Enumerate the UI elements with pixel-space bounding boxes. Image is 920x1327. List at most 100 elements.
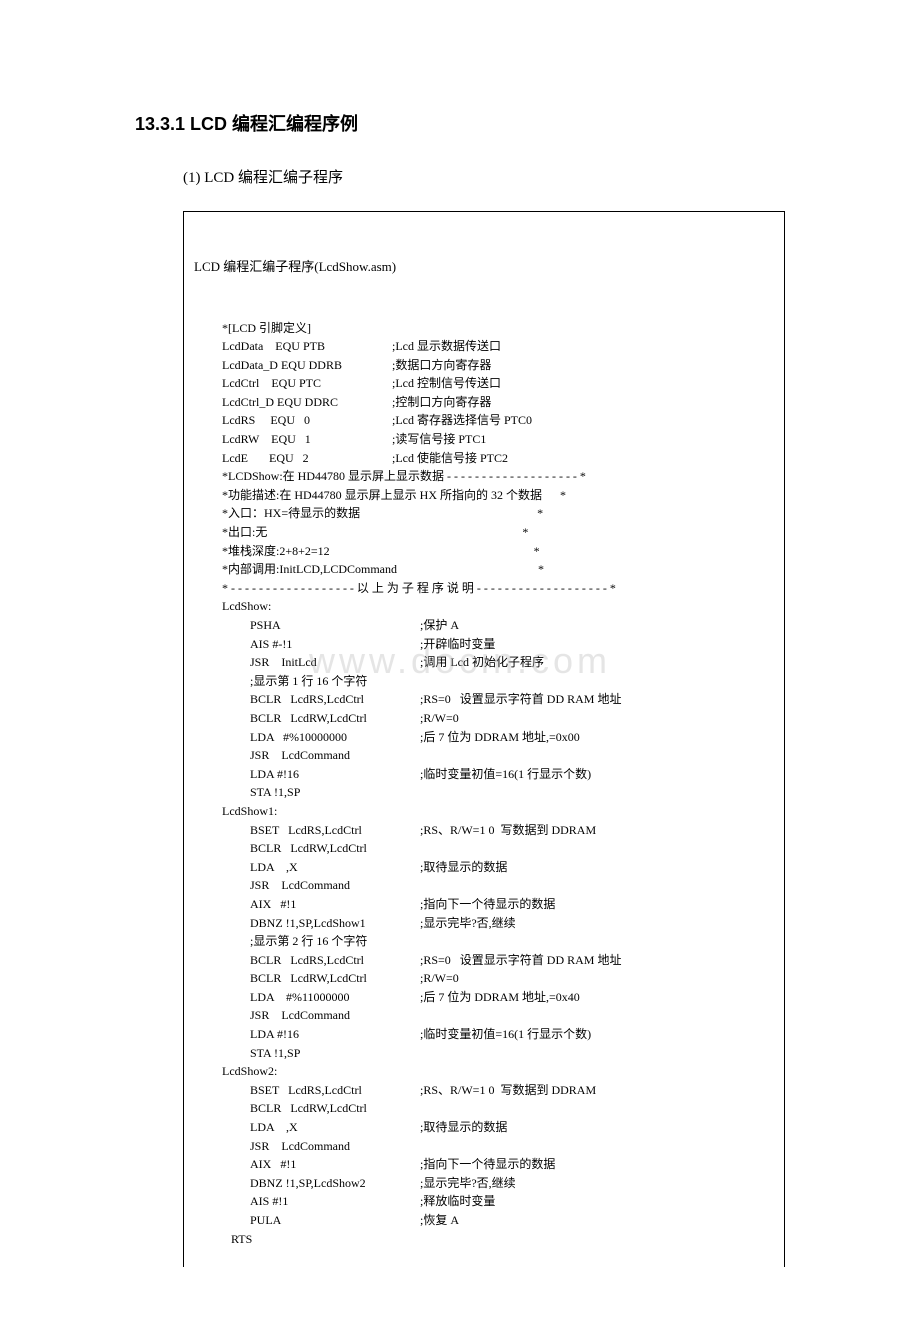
code-comment: ;临时变量初值=16(1 行显示个数) — [420, 1027, 591, 1041]
code-line: *内部调用:InitLCD,LCDCommand * — [194, 560, 774, 579]
code-comment: ;R/W=0 — [420, 711, 459, 725]
code-line: PULA;恢复 A — [194, 1211, 774, 1230]
code-line: ;显示第 1 行 16 个字符 — [194, 672, 774, 691]
code-instruction: LcdRW EQU 1 — [222, 430, 392, 449]
section-title: 13.3.1 LCD 编程汇编程序例 — [135, 110, 785, 136]
code-instruction: *[LCD 引脚定义] — [222, 319, 392, 338]
code-instruction: DBNZ !1,SP,LcdShow2 — [250, 1174, 420, 1193]
code-file-title: LCD 编程汇编子程序(LcdShow.asm) — [194, 257, 774, 277]
code-line: JSR LcdCommand — [194, 1137, 774, 1156]
code-line: LcdCtrl_D EQU DDRC;控制口方向寄存器 — [194, 393, 774, 412]
code-comment: ;显示完毕?否,继续 — [420, 916, 516, 930]
code-instruction: BCLR LcdRW,LcdCtrl — [250, 709, 420, 728]
code-instruction: AIS #-!1 — [250, 635, 420, 654]
code-line: BCLR LcdRS,LcdCtrl;RS=0 设置显示字符首 DD RAM 地… — [194, 951, 774, 970]
code-instruction: BCLR LcdRS,LcdCtrl — [250, 951, 420, 970]
code-instruction: DBNZ !1,SP,LcdShow1 — [250, 914, 420, 933]
code-line: *[LCD 引脚定义] — [194, 319, 774, 338]
code-line: *堆栈深度:2+8+2=12 * — [194, 542, 774, 561]
code-line: LDA ,X;取待显示的数据 — [194, 858, 774, 877]
code-line: ;显示第 2 行 16 个字符 — [194, 932, 774, 951]
code-line: *功能描述:在 HD44780 显示屏上显示 HX 所指向的 32 个数据 * — [194, 486, 774, 505]
code-box: LCD 编程汇编子程序(LcdShow.asm) *[LCD 引脚定义]LcdD… — [183, 211, 785, 1267]
code-instruction: LcdData_D EQU DDRB — [222, 356, 392, 375]
code-line: LcdRW EQU 1;读写信号接 PTC1 — [194, 430, 774, 449]
code-instruction: AIS #!1 — [250, 1192, 420, 1211]
code-line: BSET LcdRS,LcdCtrl;RS、R/W=1 0 写数据到 DDRAM — [194, 821, 774, 840]
code-line: LcdShow: — [194, 597, 774, 616]
code-line: BCLR LcdRS,LcdCtrl;RS=0 设置显示字符首 DD RAM 地… — [194, 690, 774, 709]
code-instruction: LDA #!16 — [250, 765, 420, 784]
code-instruction: AIX #!1 — [250, 1155, 420, 1174]
code-instruction: LcdRS EQU 0 — [222, 411, 392, 430]
code-line: LDA #%11000000;后 7 位为 DDRAM 地址,=0x40 — [194, 988, 774, 1007]
code-line: BCLR LcdRW,LcdCtrl — [194, 839, 774, 858]
code-instruction: LcdE EQU 2 — [222, 449, 392, 468]
code-comment: ;后 7 位为 DDRAM 地址,=0x00 — [420, 730, 580, 744]
code-comment: ;Lcd 控制信号传送口 — [392, 376, 501, 390]
code-listing: *[LCD 引脚定义]LcdData EQU PTB;Lcd 显示数据传送口Lc… — [194, 319, 774, 1249]
code-instruction: LDA ,X — [250, 858, 420, 877]
code-comment: ;Lcd 使能信号接 PTC2 — [392, 451, 508, 465]
code-comment: ;调用 Lcd 初始化子程序 — [420, 655, 544, 669]
code-line: LcdE EQU 2;Lcd 使能信号接 PTC2 — [194, 449, 774, 468]
code-line: PSHA;保护 A — [194, 616, 774, 635]
code-line: RTS — [194, 1230, 774, 1249]
code-instruction: PULA — [250, 1211, 420, 1230]
code-instruction: AIX #!1 — [250, 895, 420, 914]
code-line: JSR LcdCommand — [194, 746, 774, 765]
code-line: LDA #%10000000;后 7 位为 DDRAM 地址,=0x00 — [194, 728, 774, 747]
code-line: JSR InitLcd;调用 Lcd 初始化子程序 — [194, 653, 774, 672]
code-instruction: LcdCtrl EQU PTC — [222, 374, 392, 393]
code-line: *LCDShow:在 HD44780 显示屏上显示数据 - - - - - - … — [194, 467, 774, 486]
code-line: LDA #!16;临时变量初值=16(1 行显示个数) — [194, 765, 774, 784]
code-instruction: LDA #%11000000 — [250, 988, 420, 1007]
code-line: BCLR LcdRW,LcdCtrl;R/W=0 — [194, 709, 774, 728]
code-line: STA !1,SP — [194, 1044, 774, 1063]
code-instruction: BCLR LcdRS,LcdCtrl — [250, 690, 420, 709]
code-comment: ;RS=0 设置显示字符首 DD RAM 地址 — [420, 953, 621, 967]
code-comment: ;释放临时变量 — [420, 1194, 495, 1208]
code-comment: ;取待显示的数据 — [420, 1120, 507, 1134]
code-line: AIX #!1;指向下一个待显示的数据 — [194, 1155, 774, 1174]
code-line: BCLR LcdRW,LcdCtrl — [194, 1099, 774, 1118]
code-line: AIX #!1;指向下一个待显示的数据 — [194, 895, 774, 914]
code-comment: ;指向下一个待显示的数据 — [420, 897, 555, 911]
code-line: LcdCtrl EQU PTC;Lcd 控制信号传送口 — [194, 374, 774, 393]
code-instruction: LDA #%10000000 — [250, 728, 420, 747]
code-comment: ;RS、R/W=1 0 写数据到 DDRAM — [420, 823, 596, 837]
code-instruction: PSHA — [250, 616, 420, 635]
code-line: LcdRS EQU 0;Lcd 寄存器选择信号 PTC0 — [194, 411, 774, 430]
code-line: DBNZ !1,SP,LcdShow2;显示完毕?否,继续 — [194, 1174, 774, 1193]
code-line: BSET LcdRS,LcdCtrl;RS、R/W=1 0 写数据到 DDRAM — [194, 1081, 774, 1100]
code-line: DBNZ !1,SP,LcdShow1;显示完毕?否,继续 — [194, 914, 774, 933]
code-line: JSR LcdCommand — [194, 876, 774, 895]
code-line: LcdData EQU PTB;Lcd 显示数据传送口 — [194, 337, 774, 356]
code-line: LDA #!16;临时变量初值=16(1 行显示个数) — [194, 1025, 774, 1044]
code-line: JSR LcdCommand — [194, 1006, 774, 1025]
code-line: AIS #-!1;开辟临时变量 — [194, 635, 774, 654]
code-instruction: BSET LcdRS,LcdCtrl — [250, 1081, 420, 1100]
code-line: LDA ,X;取待显示的数据 — [194, 1118, 774, 1137]
code-line: *入口：HX=待显示的数据 * — [194, 504, 774, 523]
code-comment: ;数据口方向寄存器 — [392, 358, 491, 372]
code-comment: ;Lcd 显示数据传送口 — [392, 339, 501, 353]
code-comment: ;临时变量初值=16(1 行显示个数) — [420, 767, 591, 781]
code-instruction: BCLR LcdRW,LcdCtrl — [250, 969, 420, 988]
code-comment: ;控制口方向寄存器 — [392, 395, 491, 409]
code-comment: ;R/W=0 — [420, 971, 459, 985]
code-comment: ;取待显示的数据 — [420, 860, 507, 874]
code-comment: ;指向下一个待显示的数据 — [420, 1157, 555, 1171]
code-line: STA !1,SP — [194, 783, 774, 802]
code-comment: ;后 7 位为 DDRAM 地址,=0x40 — [420, 990, 580, 1004]
code-comment: ;保护 A — [420, 618, 459, 632]
code-instruction: LcdData EQU PTB — [222, 337, 392, 356]
code-comment: ;RS、R/W=1 0 写数据到 DDRAM — [420, 1083, 596, 1097]
code-comment: ;Lcd 寄存器选择信号 PTC0 — [392, 413, 532, 427]
code-line: BCLR LcdRW,LcdCtrl;R/W=0 — [194, 969, 774, 988]
code-instruction: LcdCtrl_D EQU DDRC — [222, 393, 392, 412]
code-line: *出口:无 * — [194, 523, 774, 542]
code-instruction: BSET LcdRS,LcdCtrl — [250, 821, 420, 840]
code-comment: ;恢复 A — [420, 1213, 459, 1227]
code-line: AIS #!1;释放临时变量 — [194, 1192, 774, 1211]
